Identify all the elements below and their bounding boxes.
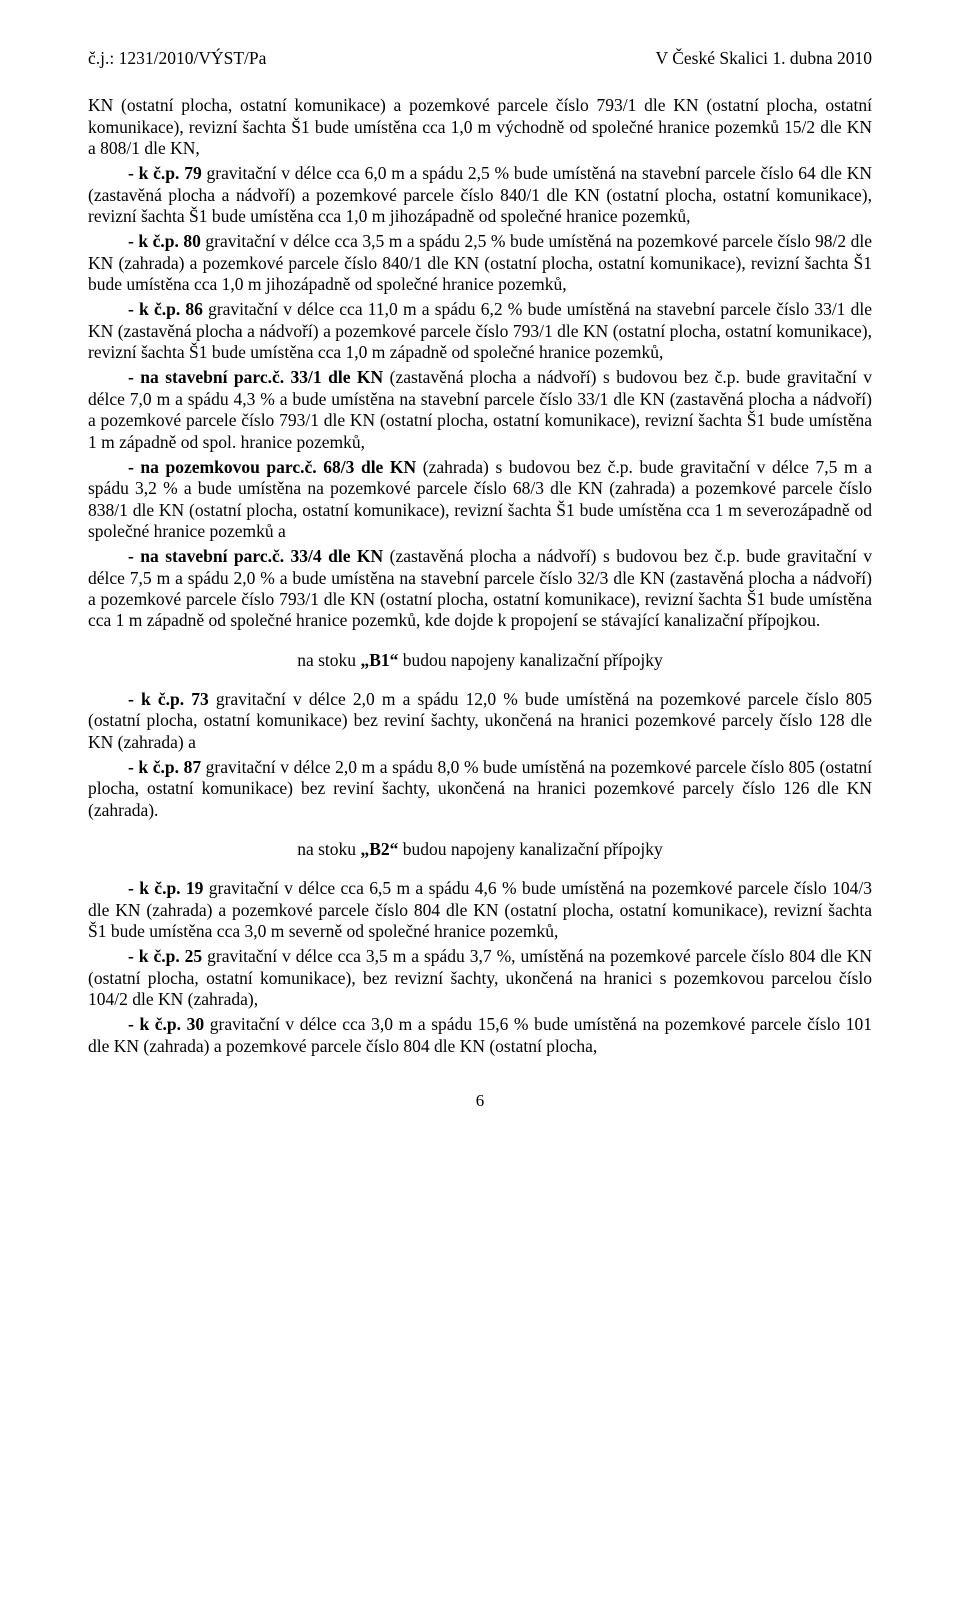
lead-parc-68-3: - na pozemkovou parc.č. 68/3 dle KN	[128, 457, 416, 477]
paragraph-cp79: - k č.p. 79 gravitační v délce cca 6,0 m…	[88, 163, 872, 227]
lead-cp30: - k č.p. 30	[128, 1014, 204, 1034]
paragraph-cp30: - k č.p. 30 gravitační v délce cca 3,0 m…	[88, 1014, 872, 1057]
page-header: č.j.: 1231/2010/VÝST/Pa V České Skalici …	[88, 48, 872, 69]
lead-cp80: - k č.p. 80	[128, 231, 201, 251]
header-left: č.j.: 1231/2010/VÝST/Pa	[88, 48, 266, 69]
document-page: č.j.: 1231/2010/VÝST/Pa V České Skalici …	[0, 0, 960, 1152]
body-block-b1: - k č.p. 73 gravitační v délce 2,0 m a s…	[88, 689, 872, 821]
body-block-b2: - k č.p. 19 gravitační v délce cca 6,5 m…	[88, 878, 872, 1057]
text-cp19: gravitační v délce cca 6,5 m a spádu 4,6…	[88, 878, 872, 941]
lead-cp86: - k č.p. 86	[128, 299, 203, 319]
body-block-1: KN (ostatní plocha, ostatní komunikace) …	[88, 95, 872, 631]
h1-bold: „B1“	[360, 650, 398, 670]
h2-post: budou napojeny kanalizační přípojky	[398, 839, 662, 859]
text-cp25: gravitační v délce cca 3,5 m a spádu 3,7…	[88, 946, 872, 1009]
paragraph-parc-33-4: - na stavební parc.č. 33/4 dle KN (zasta…	[88, 546, 872, 631]
heading-b1: na stoku „B1“ budou napojeny kanalizační…	[88, 650, 872, 671]
header-right: V České Skalici 1. dubna 2010	[656, 48, 872, 69]
paragraph-parc-33-1: - na stavební parc.č. 33/1 dle KN (zasta…	[88, 367, 872, 452]
paragraph-intro: KN (ostatní plocha, ostatní komunikace) …	[88, 95, 872, 159]
paragraph-cp25: - k č.p. 25 gravitační v délce cca 3,5 m…	[88, 946, 872, 1010]
lead-parc-33-1: - na stavební parc.č. 33/1 dle KN	[128, 367, 383, 387]
h1-post: budou napojeny kanalizační přípojky	[398, 650, 662, 670]
heading-b2: na stoku „B2“ budou napojeny kanalizační…	[88, 839, 872, 860]
paragraph-cp80: - k č.p. 80 gravitační v délce cca 3,5 m…	[88, 231, 872, 295]
text-cp80: gravitační v délce cca 3,5 m a spádu 2,5…	[88, 231, 872, 294]
text-cp87: gravitační v délce 2,0 m a spádu 8,0 % b…	[88, 757, 872, 820]
lead-cp25: - k č.p. 25	[128, 946, 202, 966]
paragraph-cp87: - k č.p. 87 gravitační v délce 2,0 m a s…	[88, 757, 872, 821]
h2-pre: na stoku	[297, 839, 360, 859]
lead-cp73: - k č.p. 73	[128, 689, 209, 709]
h1-pre: na stoku	[297, 650, 360, 670]
h2-bold: „B2“	[360, 839, 398, 859]
page-number: 6	[88, 1091, 872, 1112]
lead-parc-33-4: - na stavební parc.č. 33/4 dle KN	[128, 546, 383, 566]
lead-cp19: - k č.p. 19	[128, 878, 203, 898]
paragraph-cp86: - k č.p. 86 gravitační v délce cca 11,0 …	[88, 299, 872, 363]
paragraph-parc-68-3: - na pozemkovou parc.č. 68/3 dle KN (zah…	[88, 457, 872, 542]
text-cp79: gravitační v délce cca 6,0 m a spádu 2,5…	[88, 163, 872, 226]
paragraph-cp19: - k č.p. 19 gravitační v délce cca 6,5 m…	[88, 878, 872, 942]
text-cp86: gravitační v délce cca 11,0 m a spádu 6,…	[88, 299, 872, 362]
text-cp30: gravitační v délce cca 3,0 m a spádu 15,…	[88, 1014, 872, 1055]
lead-cp87: - k č.p. 87	[128, 757, 201, 777]
lead-cp79: - k č.p. 79	[128, 163, 202, 183]
paragraph-cp73: - k č.p. 73 gravitační v délce 2,0 m a s…	[88, 689, 872, 753]
